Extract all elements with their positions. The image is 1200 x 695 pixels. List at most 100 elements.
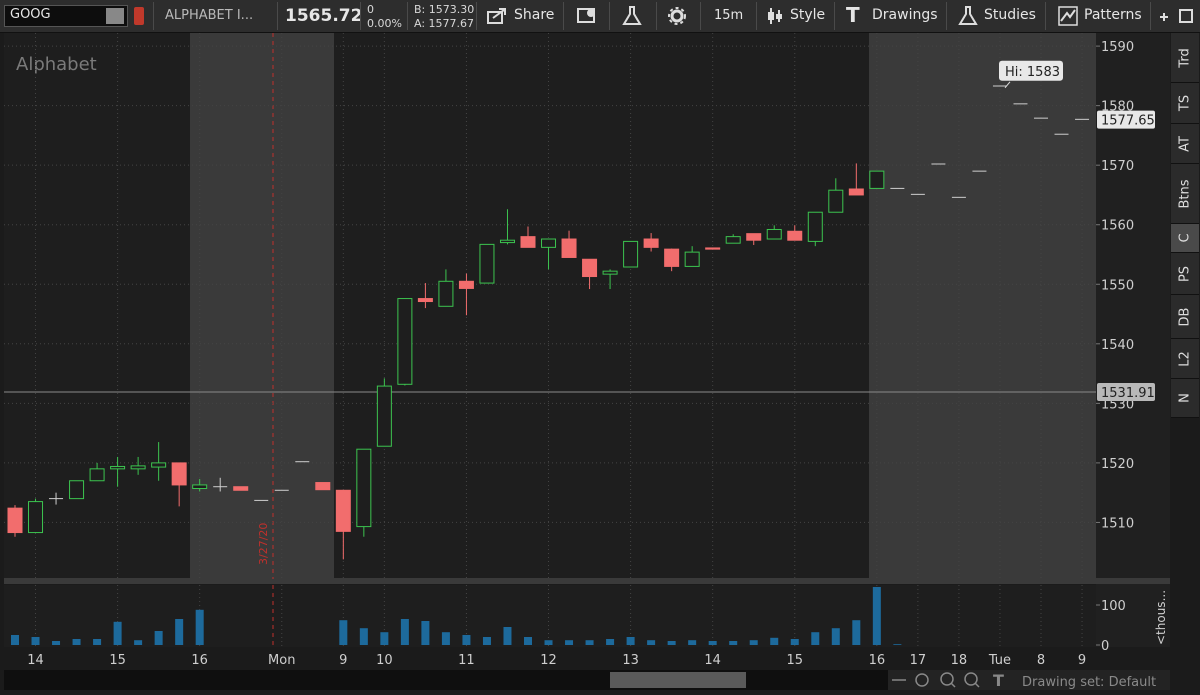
extended-hours-shade [869, 33, 1096, 579]
candle-body [110, 465, 126, 470]
zoom-controls[interactable] [888, 670, 1170, 690]
candle-body [684, 251, 700, 267]
side-tab[interactable]: AT [1171, 124, 1199, 164]
volume-bar [524, 637, 532, 645]
x-tick-label: 14 [704, 653, 721, 668]
studies-button[interactable]: Studies [984, 7, 1036, 23]
high-callout-box [999, 60, 1063, 81]
volume-bar [749, 640, 758, 645]
volume-bar [11, 635, 19, 645]
candle-body [664, 248, 680, 267]
side-tab-label[interactable]: DB [1177, 307, 1193, 326]
y-tick-label: 1540 [1101, 338, 1134, 353]
patterns-icon[interactable] [1058, 6, 1078, 26]
zoom-icons[interactable] [892, 672, 980, 688]
candle-body [828, 189, 844, 213]
candle-body [479, 243, 495, 284]
side-tab[interactable]: TS [1171, 83, 1199, 124]
candle-body [787, 230, 803, 241]
volume-bar [482, 637, 491, 645]
drawings-button[interactable]: Drawings [872, 7, 938, 23]
candle-body [766, 228, 782, 240]
style-icon[interactable] [766, 6, 784, 26]
drawing-set[interactable]: Drawing set: Default [1022, 675, 1156, 690]
share-button[interactable]: Share [514, 7, 555, 23]
x-tick-label: 12 [540, 653, 557, 668]
candle-body [28, 501, 44, 534]
symbol[interactable]: GOOG [10, 7, 51, 22]
side-tab-label[interactable]: C [1177, 233, 1193, 243]
x-tick-label: 15 [109, 653, 126, 668]
net-change-percent: 0.00% [367, 17, 402, 30]
side-tab[interactable]: DB [1171, 295, 1199, 339]
share-icon[interactable] [487, 7, 509, 25]
reference-price-label: 1531.91 [1101, 386, 1155, 401]
volume-axis-label: <thous... [1154, 590, 1168, 645]
volume-bar [565, 640, 574, 645]
volume-bar [134, 640, 143, 645]
separator [476, 2, 477, 30]
x-tick-label: 9 [1078, 653, 1086, 668]
volume-bar [113, 621, 122, 645]
volume-bar [729, 641, 738, 645]
y-tick-label: 1590 [1101, 40, 1134, 55]
y-tick-label: 1570 [1101, 159, 1134, 174]
candle-body [848, 188, 864, 196]
flask-icon[interactable] [622, 5, 642, 27]
separator [153, 2, 154, 30]
symbol-box[interactable] [4, 5, 128, 27]
date-marker-label: 3/27/20 [257, 523, 270, 565]
drawings-icon[interactable]: T [846, 3, 860, 27]
y-tick-label: 1520 [1101, 457, 1134, 472]
side-tab[interactable]: N [1171, 379, 1199, 418]
side-tab-label[interactable]: Trd [1177, 47, 1193, 68]
volume-bar [503, 627, 512, 645]
link-badge[interactable] [134, 7, 144, 25]
candle-body [725, 236, 741, 244]
volume-bar [195, 609, 204, 645]
volume-bar [770, 637, 779, 645]
x-tick-label: 17 [910, 653, 927, 668]
side-tab[interactable]: PS [1171, 253, 1199, 295]
volume-bar [544, 640, 553, 645]
side-tab[interactable]: Trd [1171, 33, 1199, 83]
candle-body [582, 258, 598, 278]
toolbar: GOOG ALPHABET I... 1565.72 0 0.00% B: 15… [0, 0, 1200, 33]
candle-body [541, 238, 557, 248]
volume-bar [421, 621, 430, 645]
separator [360, 2, 361, 30]
y-tick-label: 1550 [1101, 278, 1134, 293]
style-button[interactable]: Style [790, 7, 826, 23]
side-tab-label[interactable]: L2 [1177, 350, 1193, 367]
x-tick-label: 13 [622, 653, 639, 668]
side-tab-label[interactable]: PS [1177, 265, 1193, 282]
candle-body [602, 270, 618, 275]
volume-bar [359, 628, 368, 645]
window-controls[interactable] [1160, 7, 1194, 25]
side-tab-label[interactable]: TS [1177, 94, 1193, 112]
scrollbar[interactable] [4, 670, 888, 690]
patterns-button[interactable]: Patterns [1084, 7, 1142, 23]
settings-icon[interactable] [668, 7, 686, 25]
symbol-dropdown[interactable] [106, 8, 124, 24]
side-tab[interactable]: C [1171, 224, 1199, 253]
candle-body [335, 489, 351, 532]
candle-body [520, 236, 536, 248]
y-tick-label: 1510 [1101, 516, 1134, 531]
drawing-tool-icon[interactable]: T [993, 671, 1004, 690]
studies-icon[interactable] [958, 5, 978, 27]
side-tab-label[interactable]: Btns [1177, 178, 1193, 209]
company-name: ALPHABET I... [165, 8, 254, 23]
volume-bar [31, 637, 40, 645]
volume-bar [400, 619, 409, 645]
side-tab-label[interactable]: AT [1177, 135, 1193, 152]
ask: A: 1577.67 [414, 17, 475, 30]
side-tab-label[interactable]: N [1177, 393, 1193, 403]
side-tab[interactable]: Btns [1171, 164, 1199, 224]
interval-button[interactable]: 15m [714, 8, 744, 23]
extended-hours-shade [190, 33, 334, 579]
scroll-thumb[interactable] [610, 672, 746, 688]
alert-icon[interactable] [577, 7, 599, 25]
side-tab[interactable]: L2 [1171, 339, 1199, 379]
